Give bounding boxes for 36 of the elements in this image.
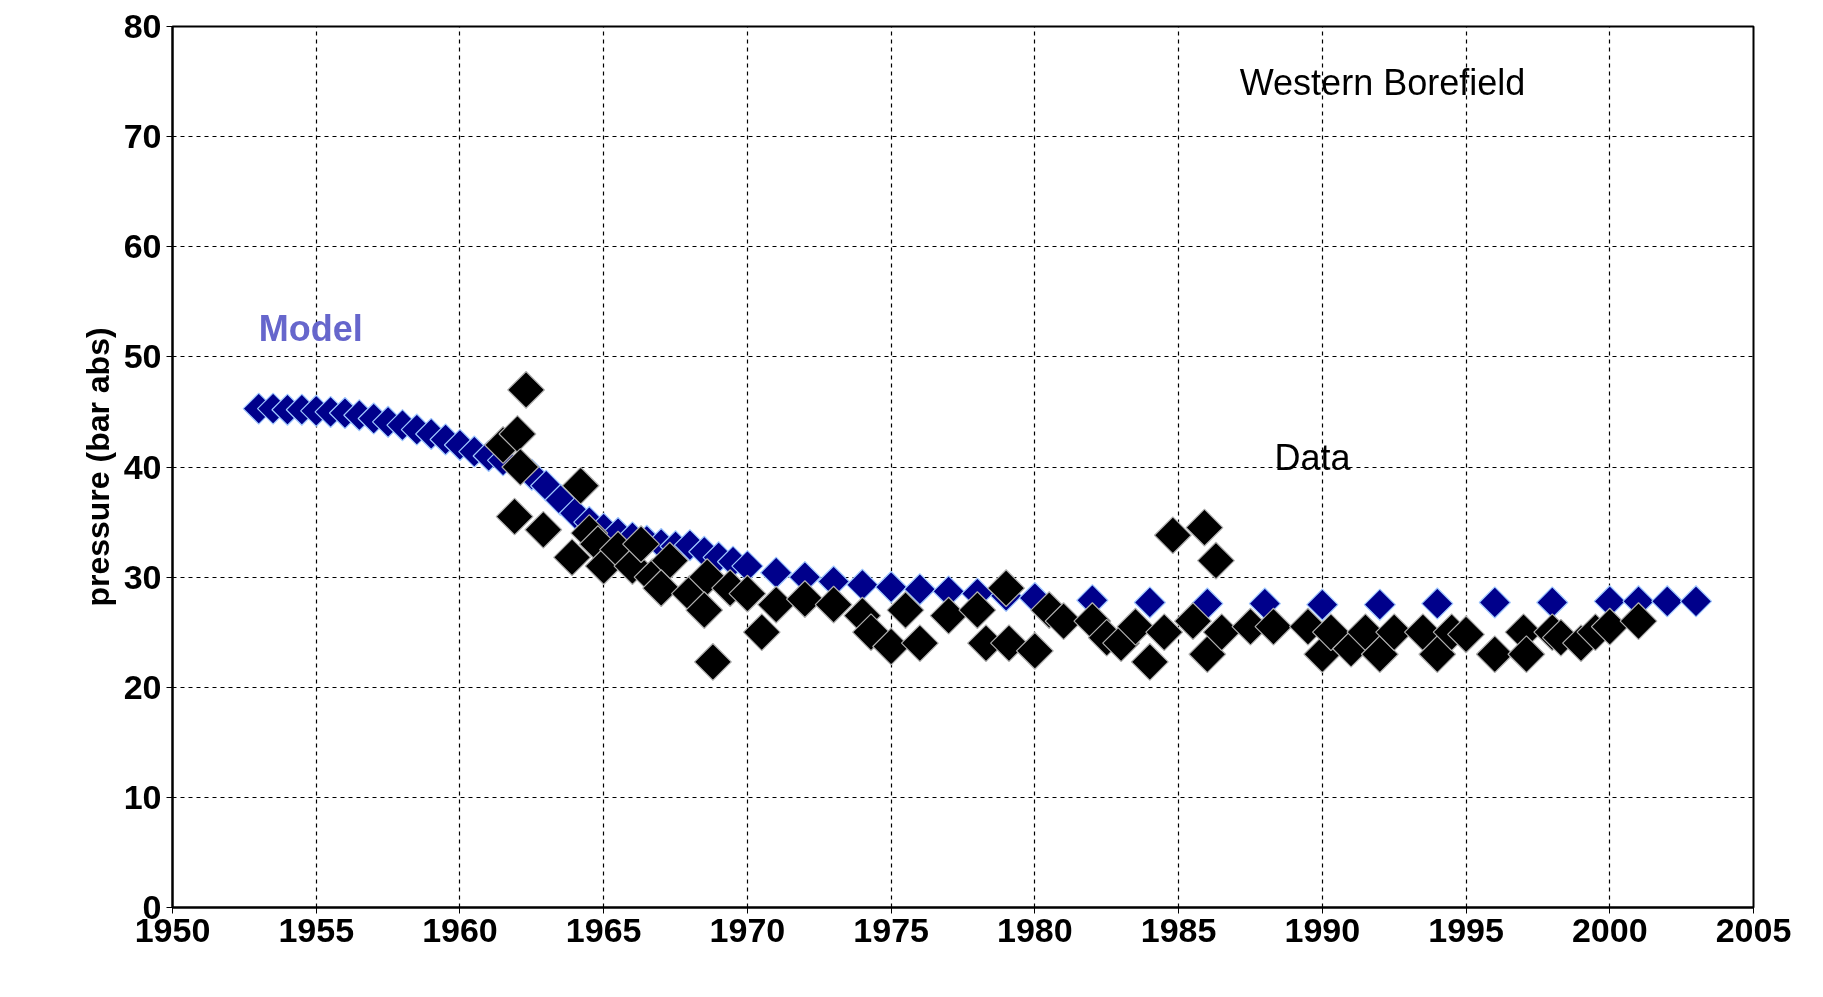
point (1133, 586, 1166, 619)
x-tick-label: 1975 (853, 910, 929, 949)
y-tick-label: 30 (123, 557, 162, 596)
point (1679, 585, 1713, 618)
x-tick-label: 1970 (709, 910, 786, 949)
y-tick-label: 20 (123, 667, 162, 706)
x-tick-label: 1955 (278, 910, 355, 949)
series-label: Data (1274, 436, 1352, 478)
x-tick-label: 1995 (1428, 910, 1504, 949)
y-tick-label: 50 (123, 337, 162, 376)
y-tick-label: 70 (123, 117, 162, 156)
x-tick-label: 1990 (1284, 910, 1361, 949)
point (760, 556, 793, 589)
point (846, 568, 879, 601)
point (1306, 588, 1339, 621)
x-tick-label: 2000 (1571, 910, 1648, 949)
x-tick-label: 1965 (565, 910, 642, 949)
annotation: Western Borefield (1239, 61, 1526, 103)
series-label: Model (258, 307, 363, 349)
point (1248, 587, 1281, 620)
y-axis-title: pressure (bar abs) (79, 327, 116, 607)
y-tick-label: 60 (123, 227, 162, 266)
x-tick-label: 1980 (997, 910, 1073, 949)
x-tick-label: 2005 (1715, 910, 1792, 949)
point (1363, 588, 1396, 621)
point (1536, 586, 1569, 619)
x-tick-label: 1985 (1140, 910, 1217, 949)
y-tick-label: 10 (123, 777, 162, 816)
point (1421, 587, 1454, 620)
point (1478, 586, 1511, 619)
point (1651, 585, 1684, 618)
point (874, 570, 908, 604)
point (903, 573, 937, 606)
y-tick-label: 40 (123, 447, 162, 486)
y-tick-label: 80 (123, 7, 162, 45)
x-tick-label: 1960 (422, 910, 498, 949)
